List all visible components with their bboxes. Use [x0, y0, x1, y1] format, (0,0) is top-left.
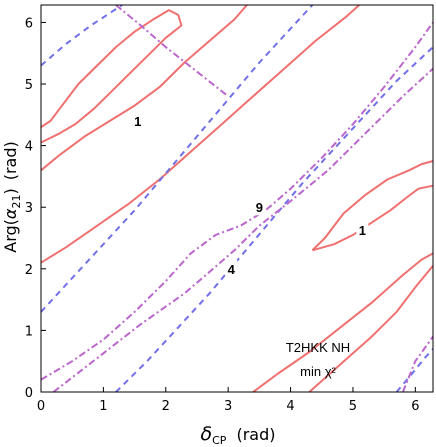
contour-line-level-9-3 — [401, 336, 434, 393]
x-axis-label: δCP (rad) — [201, 423, 276, 447]
contour-line-level-9-2 — [115, 4, 229, 98]
y-tick-label: 4 — [25, 140, 33, 155]
contour-label: 1 — [134, 114, 141, 129]
contour-curves — [40, 4, 434, 393]
contour-line-level-1-6 — [308, 265, 434, 393]
y-tick-label: 0 — [25, 386, 33, 401]
y-tick-label: 6 — [25, 16, 33, 31]
contour-label: 1 — [359, 223, 366, 238]
contour-line-level-1-3 — [311, 160, 434, 252]
contour-line-level-9-0 — [40, 21, 434, 381]
x-tick-label: 5 — [349, 399, 357, 414]
contour-line-level-1-4 — [312, 184, 434, 252]
contour-line-level-9-1 — [52, 67, 434, 393]
contour-labels: 1 1 9 4 — [131, 111, 369, 277]
annotation-line-1: T2HKK NH — [286, 340, 350, 355]
annotation-line-2: min χ² — [300, 364, 336, 379]
y-tick-label: 2 — [25, 263, 33, 278]
x-axis-ticks: 0 1 2 3 4 5 6 — [37, 387, 419, 414]
contour-line-level-1-5 — [252, 252, 434, 393]
contour-label-background — [225, 259, 238, 277]
x-tick-label: 1 — [99, 399, 107, 414]
contour-label-background — [131, 111, 144, 129]
y-tick-label: 5 — [25, 78, 33, 93]
contour-line-level-1-0 — [40, 9, 183, 144]
x-tick-label: 4 — [286, 399, 294, 414]
contour-line-level-1-2 — [40, 4, 360, 264]
contour-line-level-4-2 — [115, 46, 434, 393]
plot-frame — [40, 4, 434, 393]
y-tick-label: 1 — [25, 324, 33, 339]
x-tick-label: 0 — [37, 399, 45, 414]
y-tick-label: 3 — [25, 201, 33, 216]
contour-label: 4 — [228, 262, 236, 277]
contour-label-background — [356, 221, 369, 239]
contour-line-level-1-1 — [40, 4, 248, 172]
y-axis-label: Arg(α21)(rad) — [1, 141, 23, 252]
contour-line-level-4-3 — [395, 348, 434, 393]
contour-line-level-4-0 — [40, 4, 123, 67]
contour-label: 9 — [256, 200, 263, 215]
x-tick-label: 3 — [224, 399, 232, 414]
x-tick-label: 2 — [162, 399, 170, 414]
contour-line-level-4-1 — [40, 4, 314, 313]
y-axis-ticks: 0 1 2 3 4 5 6 — [25, 16, 46, 401]
contour-label-background — [253, 198, 266, 216]
x-tick-label: 6 — [411, 399, 419, 414]
